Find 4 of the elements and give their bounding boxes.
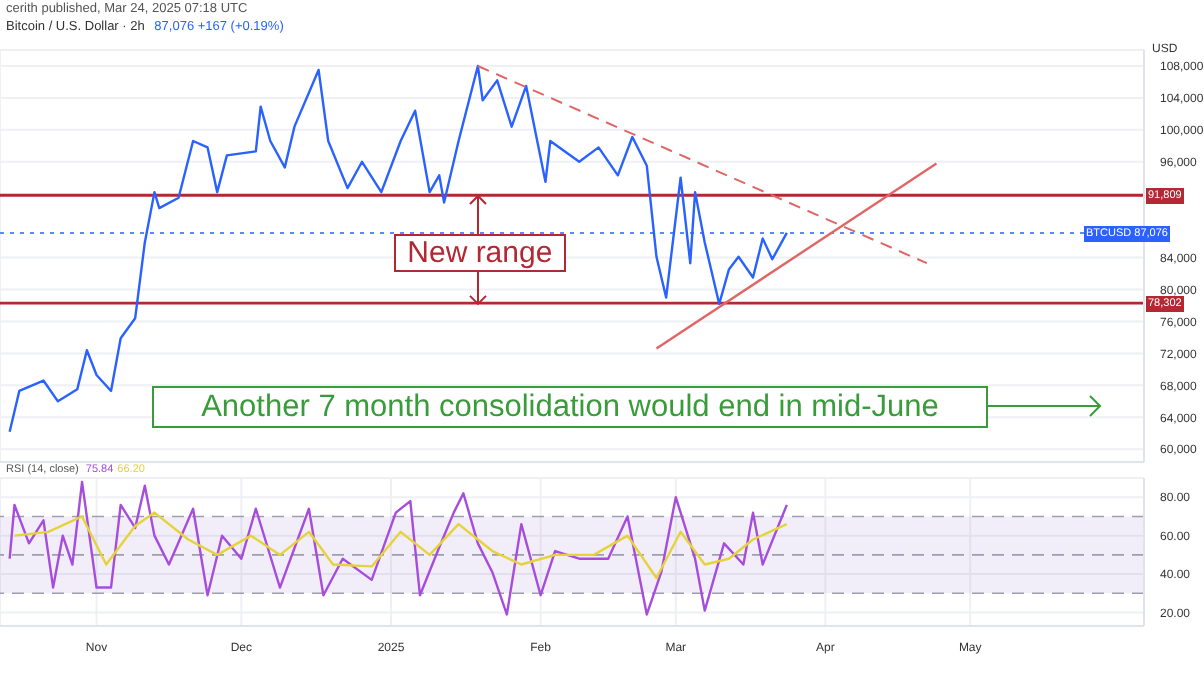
line-series xyxy=(13,511,788,580)
annotation: New range xyxy=(393,233,566,272)
annotation: Another 7 month consolidation would end in mid-June xyxy=(152,385,988,428)
line-series xyxy=(8,480,788,616)
